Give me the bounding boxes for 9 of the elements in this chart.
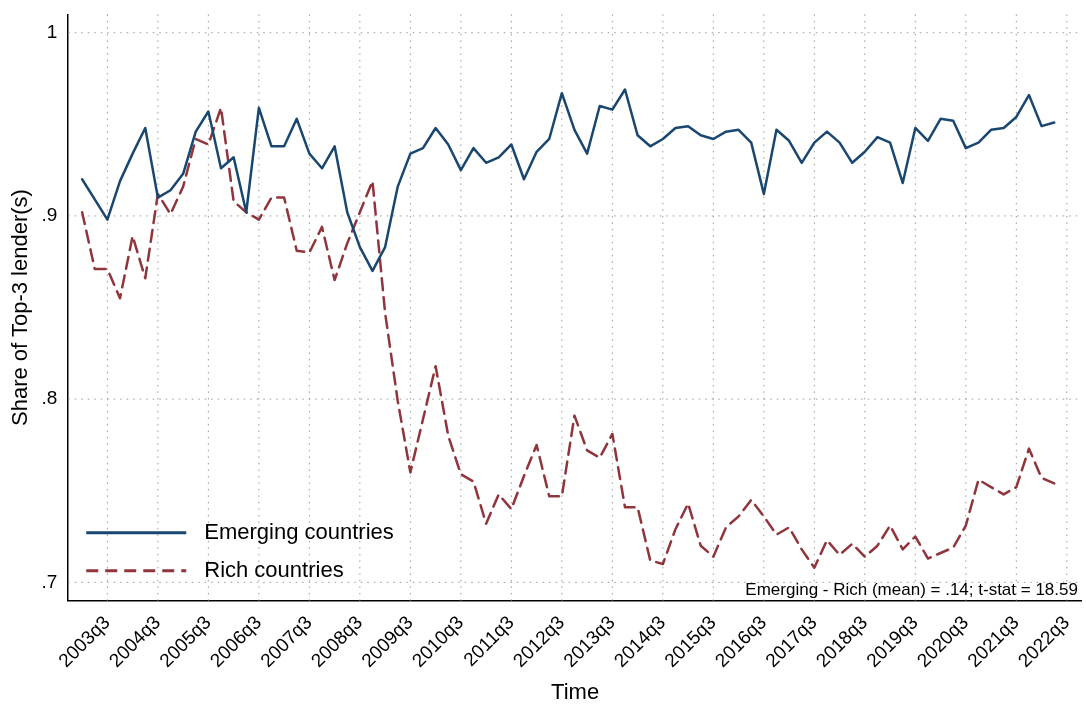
legend-label: Emerging countries bbox=[204, 518, 394, 544]
annotation: Emerging - Rich (mean) = .14; t-stat = 18.59 bbox=[745, 579, 1078, 599]
legend-label: Rich countries bbox=[204, 556, 344, 582]
y-axis-title: Share of Top-3 lender(s) bbox=[7, 189, 33, 426]
y-tick-label: .8 bbox=[41, 387, 58, 409]
y-tick-label: 1 bbox=[46, 20, 58, 42]
y-tick-label: .7 bbox=[41, 570, 58, 592]
x-axis-title: Time bbox=[551, 678, 600, 704]
y-tick-label: .9 bbox=[41, 204, 58, 226]
